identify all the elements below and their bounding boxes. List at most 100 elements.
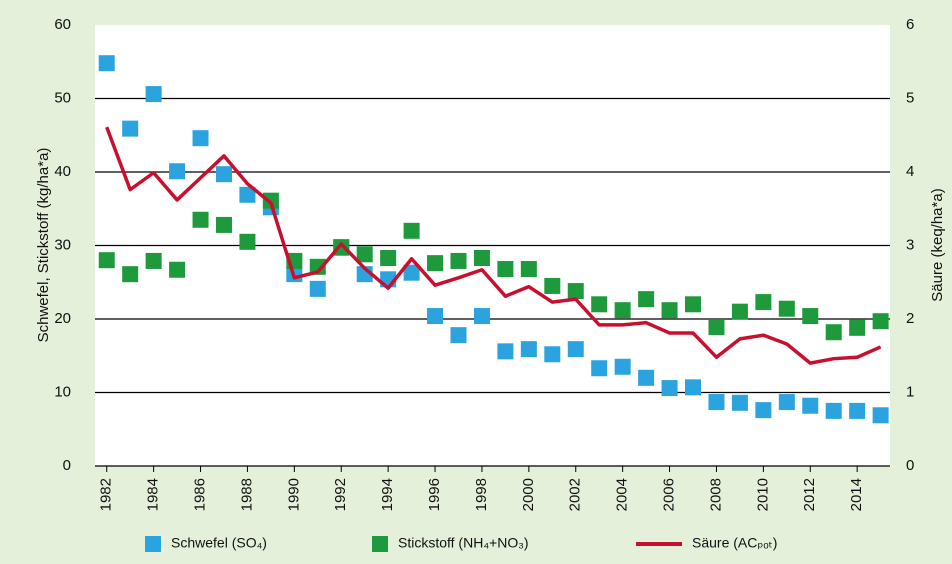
marker [239, 233, 256, 250]
marker [403, 264, 420, 281]
marker [778, 394, 795, 411]
marker [708, 319, 725, 336]
marker [825, 324, 842, 341]
marker [614, 358, 631, 375]
x-tick-label: 1998 [473, 478, 490, 511]
marker [614, 302, 631, 319]
x-tick-label: 1986 [191, 478, 208, 511]
y2-tick-label: 1 [906, 383, 914, 400]
y-tick-label: 30 [54, 236, 71, 253]
legend-label: Schwefel (SO₄) [171, 535, 267, 551]
marker [215, 216, 232, 233]
marker [708, 394, 725, 411]
marker [685, 379, 702, 396]
x-tick-label: 1988 [238, 478, 255, 511]
marker [356, 246, 373, 263]
y2-tick-label: 5 [906, 89, 914, 106]
legend-swatch [372, 536, 388, 552]
legend-label: Säure (ACₚₒₜ) [692, 535, 777, 551]
marker [755, 294, 772, 311]
x-tick-label: 2004 [614, 478, 631, 511]
marker [755, 402, 772, 419]
marker [215, 166, 232, 183]
x-tick-label: 1984 [145, 478, 162, 511]
x-tick-label: 2014 [848, 478, 865, 511]
marker [849, 402, 866, 419]
x-tick-label: 2010 [754, 478, 771, 511]
marker [872, 407, 889, 424]
marker [520, 261, 537, 278]
y2-tick-label: 0 [906, 457, 914, 474]
marker [169, 261, 186, 278]
marker [427, 308, 444, 325]
marker [638, 369, 655, 386]
x-tick-label: 1994 [379, 478, 396, 511]
marker [380, 249, 397, 266]
marker [403, 222, 420, 239]
marker [872, 313, 889, 330]
x-tick-label: 2002 [567, 478, 584, 511]
x-tick-label: 2008 [707, 478, 724, 511]
marker [450, 252, 467, 269]
legend-swatch [145, 536, 161, 552]
marker [778, 300, 795, 317]
marker [309, 280, 326, 297]
marker [333, 239, 350, 256]
marker [450, 327, 467, 344]
marker [685, 296, 702, 313]
marker [497, 261, 514, 278]
legend-label: Stickstoff (NH₄+NO₃) [398, 535, 529, 551]
marker [802, 308, 819, 325]
x-tick-label: 1996 [426, 478, 443, 511]
marker [802, 397, 819, 414]
marker [520, 341, 537, 358]
marker [427, 255, 444, 272]
marker [567, 341, 584, 358]
x-tick-label: 2012 [801, 478, 818, 511]
marker [591, 296, 608, 313]
marker [544, 346, 561, 363]
marker [98, 55, 115, 72]
marker [849, 319, 866, 336]
marker [122, 266, 139, 283]
y-tick-label: 20 [54, 310, 71, 327]
line [105, 126, 882, 365]
x-tick-label: 2000 [520, 478, 537, 511]
marker [145, 252, 162, 269]
y2-tick-label: 3 [906, 236, 914, 253]
marker [192, 130, 209, 147]
marker [122, 120, 139, 137]
marker [309, 258, 326, 275]
y2-tick-label: 4 [906, 163, 914, 180]
marker [544, 277, 561, 294]
y2-axis-label: Säure (keq/ha*a) [929, 188, 946, 301]
y-tick-label: 0 [63, 457, 71, 474]
x-tick-label: 2006 [661, 478, 678, 511]
marker [661, 380, 678, 397]
marker [169, 163, 186, 180]
x-tick-label: 1990 [285, 478, 302, 511]
marker [661, 302, 678, 319]
y2-tick-label: 2 [906, 310, 914, 327]
marker [473, 308, 490, 325]
marker [98, 252, 115, 269]
marker [731, 394, 748, 411]
marker [567, 283, 584, 300]
marker [825, 402, 842, 419]
marker [497, 343, 514, 360]
marker [731, 303, 748, 320]
marker [192, 211, 209, 228]
marker [145, 86, 162, 103]
y-tick-label: 60 [54, 16, 71, 33]
y2-tick-label: 6 [906, 16, 914, 33]
x-tick-label: 1982 [98, 478, 115, 511]
y-tick-label: 40 [54, 163, 71, 180]
y-tick-label: 10 [54, 383, 71, 400]
marker [591, 360, 608, 377]
marker [638, 291, 655, 308]
y-axis-label: Schwefel, Stickstoff (kg/ha*a) [35, 148, 52, 343]
marker [239, 186, 256, 203]
x-tick-label: 1992 [332, 478, 349, 511]
marker [473, 249, 490, 266]
